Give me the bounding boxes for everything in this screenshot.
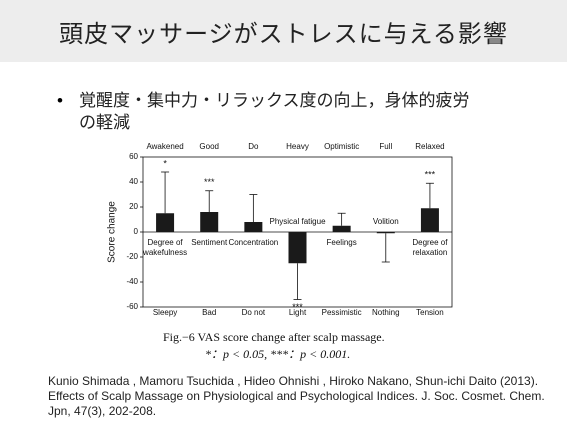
x-bottom-label: Tension <box>416 308 444 317</box>
x-bottom-label: Bad <box>202 308 216 317</box>
x-top-label: Awakened <box>146 142 183 151</box>
x-top-label: Do <box>248 142 259 151</box>
bar <box>288 232 307 264</box>
bullet-text: 覚醒度・集中力・リラックス度の向上，身体的疲労の軽減 <box>79 91 470 132</box>
significance: *** <box>204 177 215 187</box>
bar <box>332 225 351 232</box>
bar <box>156 213 175 232</box>
bar <box>420 208 439 232</box>
x-bottom-label: Nothing <box>372 308 400 317</box>
inner-label: Degree of <box>148 238 184 247</box>
x-bottom-label: Do not <box>242 308 266 317</box>
x-top-label: Optimistic <box>324 142 359 151</box>
y-tick-label: -20 <box>126 252 138 261</box>
title-band <box>0 0 567 62</box>
caption-note: *：p < 0.05, ***：p < 0.001. <box>205 347 350 361</box>
x-bottom-label: Sleepy <box>153 308 177 317</box>
inner-label: Degree of <box>412 238 448 247</box>
inner-label: wakefulness <box>142 248 187 257</box>
bar <box>376 232 395 234</box>
x-top-label: Relaxed <box>415 142 444 151</box>
inner-label: Physical fatigue <box>269 217 326 226</box>
y-tick-label: -60 <box>126 302 138 311</box>
citation: Kunio Shimada , Mamoru Tsuchida , Hideo … <box>48 374 545 418</box>
x-bottom-label: Pessimistic <box>322 308 362 317</box>
significance: * <box>163 158 167 168</box>
y-tick-label: 60 <box>129 152 138 161</box>
inner-label: Sentiment <box>191 238 228 247</box>
slide-title: 頭皮マッサージがストレスに与える影響 <box>59 21 508 48</box>
inner-label: relaxation <box>413 248 448 257</box>
bar <box>200 212 219 232</box>
x-top-label: Full <box>379 142 392 151</box>
x-top-label: Good <box>199 142 219 151</box>
bullet-marker: • <box>57 91 63 110</box>
x-top-label: Heavy <box>286 142 309 151</box>
inner-label: Feelings <box>327 238 357 247</box>
significance: *** <box>425 170 436 180</box>
y-tick-label: 20 <box>129 202 138 211</box>
bar <box>244 222 263 232</box>
y-tick-label: 0 <box>134 227 139 236</box>
y-axis-label: Score change <box>107 201 118 263</box>
y-tick-label: 40 <box>129 177 138 186</box>
caption: Fig.−6 VAS score change after scalp mass… <box>163 330 385 344</box>
inner-label: Volition <box>373 217 399 226</box>
x-bottom-label: Light <box>289 308 307 317</box>
significance: *** <box>292 302 303 312</box>
y-tick-label: -40 <box>126 277 138 286</box>
inner-label: Concentration <box>228 238 278 247</box>
